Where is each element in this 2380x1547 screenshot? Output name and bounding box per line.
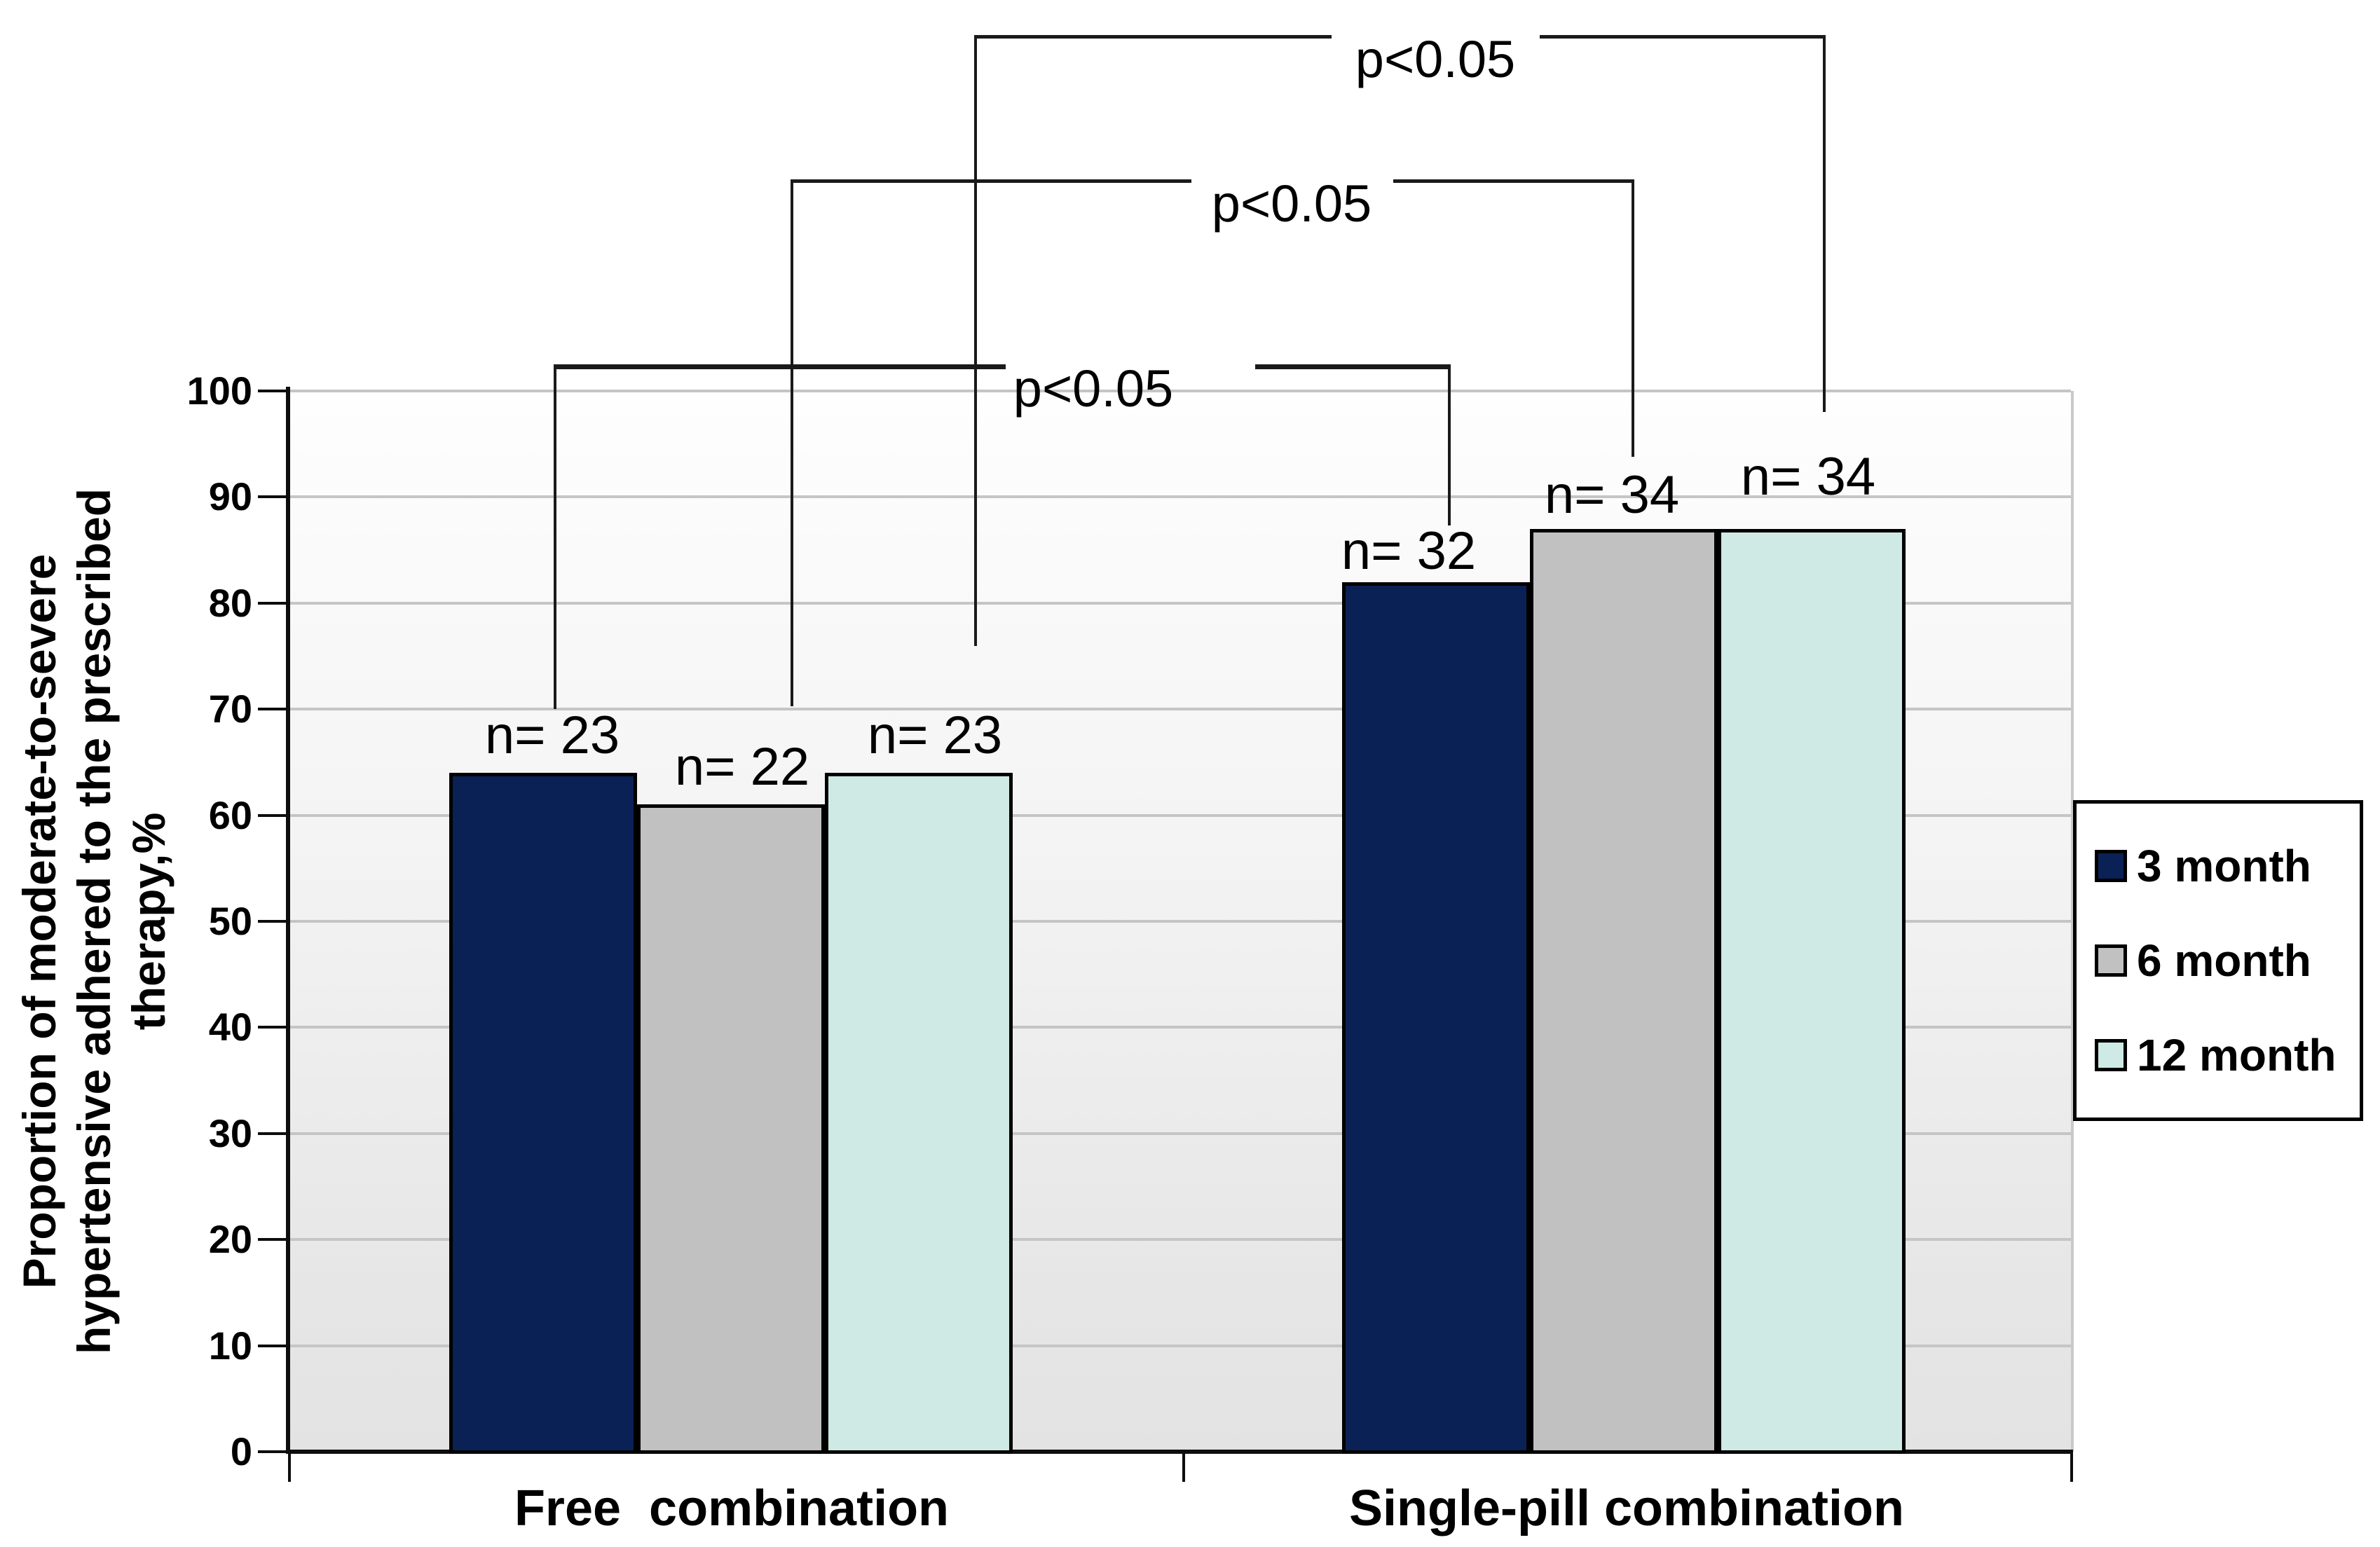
- n-label-12-month-single-pill: n= 34: [1740, 446, 1876, 507]
- gridline-60: [289, 813, 2071, 817]
- y-axis-tick-40: [258, 1026, 287, 1029]
- legend-item-6-month: 6 month: [2095, 935, 2360, 986]
- y-tick-label-90: 90: [208, 474, 252, 519]
- legend-label-6-month: 6 month: [2137, 935, 2311, 986]
- gridline-70: [289, 708, 2071, 711]
- significance-bracket-1-drop-left: [554, 364, 556, 709]
- x-axis-tick-1: [1182, 1454, 1185, 1482]
- y-tick-label-60: 60: [208, 792, 252, 837]
- significance-bracket-3-drop-left: [974, 35, 977, 646]
- p-value-label-2: p<0.05: [1211, 174, 1372, 233]
- n-label-3-month-single-pill: n= 32: [1341, 521, 1477, 581]
- n-label-12-month-free: n= 23: [867, 706, 1003, 766]
- legend-item-3-month: 3 month: [2095, 840, 2360, 892]
- bar-3-month-free: [449, 773, 637, 1454]
- y-axis-tick-80: [258, 601, 287, 605]
- significance-bracket-1-line-left: [554, 364, 1006, 369]
- gridline-50: [289, 920, 2071, 923]
- y-axis-title-line-1: Proportion of moderate-to-severe: [13, 554, 65, 1289]
- significance-bracket-2-line-left: [791, 179, 1191, 183]
- y-axis-line: [286, 387, 290, 1454]
- y-axis-tick-100: [258, 390, 287, 392]
- y-axis-tick-50: [258, 920, 287, 923]
- x-axis-tick-0: [288, 1454, 291, 1482]
- significance-bracket-2-line-right: [1393, 179, 1634, 183]
- bar-12-month-free: [825, 773, 1013, 1454]
- p-value-label-1: p<0.05: [1013, 359, 1174, 418]
- significance-bracket-3-line-left: [974, 35, 1332, 39]
- gridline-80: [289, 601, 2071, 605]
- legend-item-12-month: 12 month: [2095, 1029, 2360, 1081]
- y-tick-label-70: 70: [208, 687, 252, 731]
- y-axis-tick-70: [258, 708, 287, 711]
- n-label-3-month-free: n= 23: [484, 706, 620, 766]
- gridline-100: [289, 390, 2071, 392]
- legend-swatch-12-month: [2095, 1039, 2127, 1071]
- significance-bracket-2-drop-left: [791, 179, 793, 706]
- gridline-10: [289, 1344, 2071, 1347]
- y-tick-label-80: 80: [208, 580, 252, 625]
- bar-6-month-single-pill: [1530, 528, 1718, 1454]
- significance-bracket-2-drop-right: [1632, 179, 1634, 457]
- y-tick-label-40: 40: [208, 1005, 252, 1050]
- x-axis-line: [286, 1450, 2073, 1454]
- x-category-label-free-combination: Free combination: [514, 1480, 950, 1536]
- significance-bracket-3-line-right: [1540, 35, 1826, 39]
- n-label-6-month-free: n= 22: [674, 737, 810, 797]
- legend-label-3-month: 3 month: [2137, 841, 2311, 891]
- n-label-6-month-single-pill: n= 34: [1544, 465, 1680, 525]
- significance-bracket-1-line-right: [1255, 364, 1451, 369]
- legend-swatch-3-month: [2095, 850, 2127, 882]
- significance-bracket-1-drop-right: [1448, 364, 1451, 525]
- legend-label-12-month: 12 month: [2137, 1030, 2337, 1080]
- bar-3-month-single-pill: [1342, 582, 1530, 1454]
- y-tick-label-20: 20: [208, 1217, 252, 1262]
- y-axis-title-line-2: hypertensive adhered to the prescribed: [68, 488, 120, 1355]
- x-axis-tick-2: [2070, 1454, 2073, 1482]
- p-value-label-3: p<0.05: [1355, 30, 1516, 88]
- y-tick-label-10: 10: [208, 1323, 252, 1368]
- bar-12-month-single-pill: [1718, 528, 1906, 1454]
- y-tick-label-0: 0: [230, 1429, 252, 1473]
- x-category-label-single-pill-combination: Single-pill combination: [1349, 1480, 1904, 1536]
- gridline-30: [289, 1132, 2071, 1135]
- y-axis-tick-60: [258, 813, 287, 817]
- gridline-40: [289, 1026, 2071, 1029]
- y-tick-label-100: 100: [186, 369, 252, 413]
- y-axis-tick-10: [258, 1344, 287, 1347]
- gridline-90: [289, 495, 2071, 499]
- gridline-20: [289, 1238, 2071, 1242]
- significance-bracket-3-drop-right: [1823, 35, 1826, 412]
- y-axis-tick-90: [258, 495, 287, 499]
- y-tick-label-30: 30: [208, 1111, 252, 1155]
- legend: 3 month 6 month 12 month: [2073, 800, 2363, 1121]
- legend-swatch-6-month: [2095, 944, 2127, 977]
- y-axis-tick-30: [258, 1132, 287, 1135]
- y-axis-tick-0: [258, 1450, 287, 1453]
- y-tick-label-50: 50: [208, 899, 252, 943]
- y-axis-tick-20: [258, 1238, 287, 1242]
- bar-6-month-free: [637, 804, 825, 1454]
